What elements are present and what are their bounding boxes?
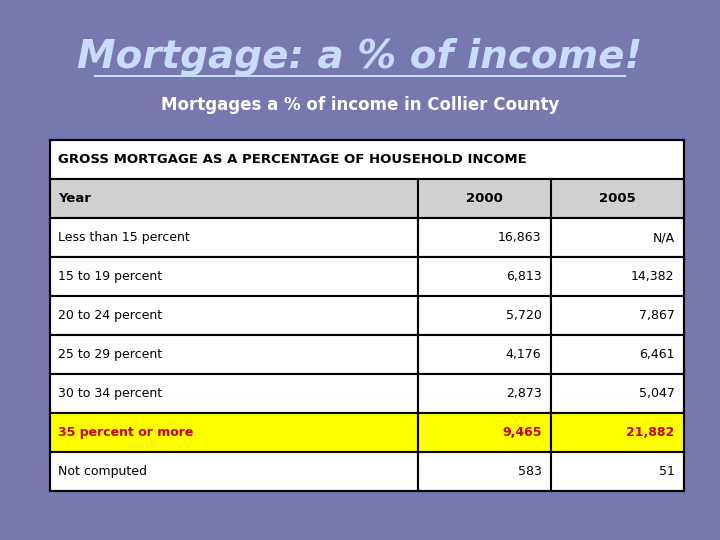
Bar — [418, 335, 551, 374]
Text: 16,863: 16,863 — [498, 232, 541, 245]
Text: Mortgage: a % of income!: Mortgage: a % of income! — [77, 38, 643, 76]
Bar — [551, 335, 684, 374]
Text: 2005: 2005 — [599, 192, 636, 205]
Text: 6,813: 6,813 — [506, 271, 541, 284]
Text: 51: 51 — [659, 465, 675, 478]
Bar — [50, 453, 418, 491]
Text: 4,176: 4,176 — [506, 348, 541, 361]
Bar — [50, 414, 418, 453]
Bar — [50, 179, 418, 218]
Text: 15 to 19 percent: 15 to 19 percent — [58, 271, 162, 284]
Text: 25 to 29 percent: 25 to 29 percent — [58, 348, 162, 361]
Text: 14,382: 14,382 — [631, 271, 675, 284]
Text: 5,047: 5,047 — [639, 387, 675, 400]
Bar — [551, 414, 684, 453]
Text: 21,882: 21,882 — [626, 427, 675, 440]
Bar — [418, 453, 551, 491]
Text: 20 to 24 percent: 20 to 24 percent — [58, 309, 162, 322]
Bar — [418, 258, 551, 296]
Text: 583: 583 — [518, 465, 541, 478]
Bar — [551, 179, 684, 218]
Text: Less than 15 percent: Less than 15 percent — [58, 232, 190, 245]
Bar — [418, 296, 551, 335]
Text: 7,867: 7,867 — [639, 309, 675, 322]
Bar — [50, 218, 418, 258]
Text: 6,461: 6,461 — [639, 348, 675, 361]
Bar — [551, 453, 684, 491]
Text: Mortgages a % of income in Collier County: Mortgages a % of income in Collier Count… — [161, 96, 559, 114]
Bar — [50, 335, 418, 374]
Text: 5,720: 5,720 — [505, 309, 541, 322]
Bar — [418, 374, 551, 414]
Bar — [551, 296, 684, 335]
Bar — [50, 140, 684, 179]
Bar — [418, 414, 551, 453]
Bar — [551, 258, 684, 296]
Text: Not computed: Not computed — [58, 465, 147, 478]
Bar — [551, 218, 684, 258]
Bar — [551, 374, 684, 414]
Text: GROSS MORTGAGE AS A PERCENTAGE OF HOUSEHOLD INCOME: GROSS MORTGAGE AS A PERCENTAGE OF HOUSEH… — [58, 153, 527, 166]
Bar — [50, 258, 418, 296]
Bar — [418, 218, 551, 258]
Bar — [50, 296, 418, 335]
Bar — [50, 374, 418, 414]
Bar — [418, 179, 551, 218]
Text: N/A: N/A — [652, 232, 675, 245]
Text: 9,465: 9,465 — [502, 427, 541, 440]
Text: 2,873: 2,873 — [505, 387, 541, 400]
Text: 30 to 34 percent: 30 to 34 percent — [58, 387, 162, 400]
Text: 35 percent or more: 35 percent or more — [58, 427, 194, 440]
Text: 2000: 2000 — [466, 192, 503, 205]
Text: Year: Year — [58, 192, 91, 205]
